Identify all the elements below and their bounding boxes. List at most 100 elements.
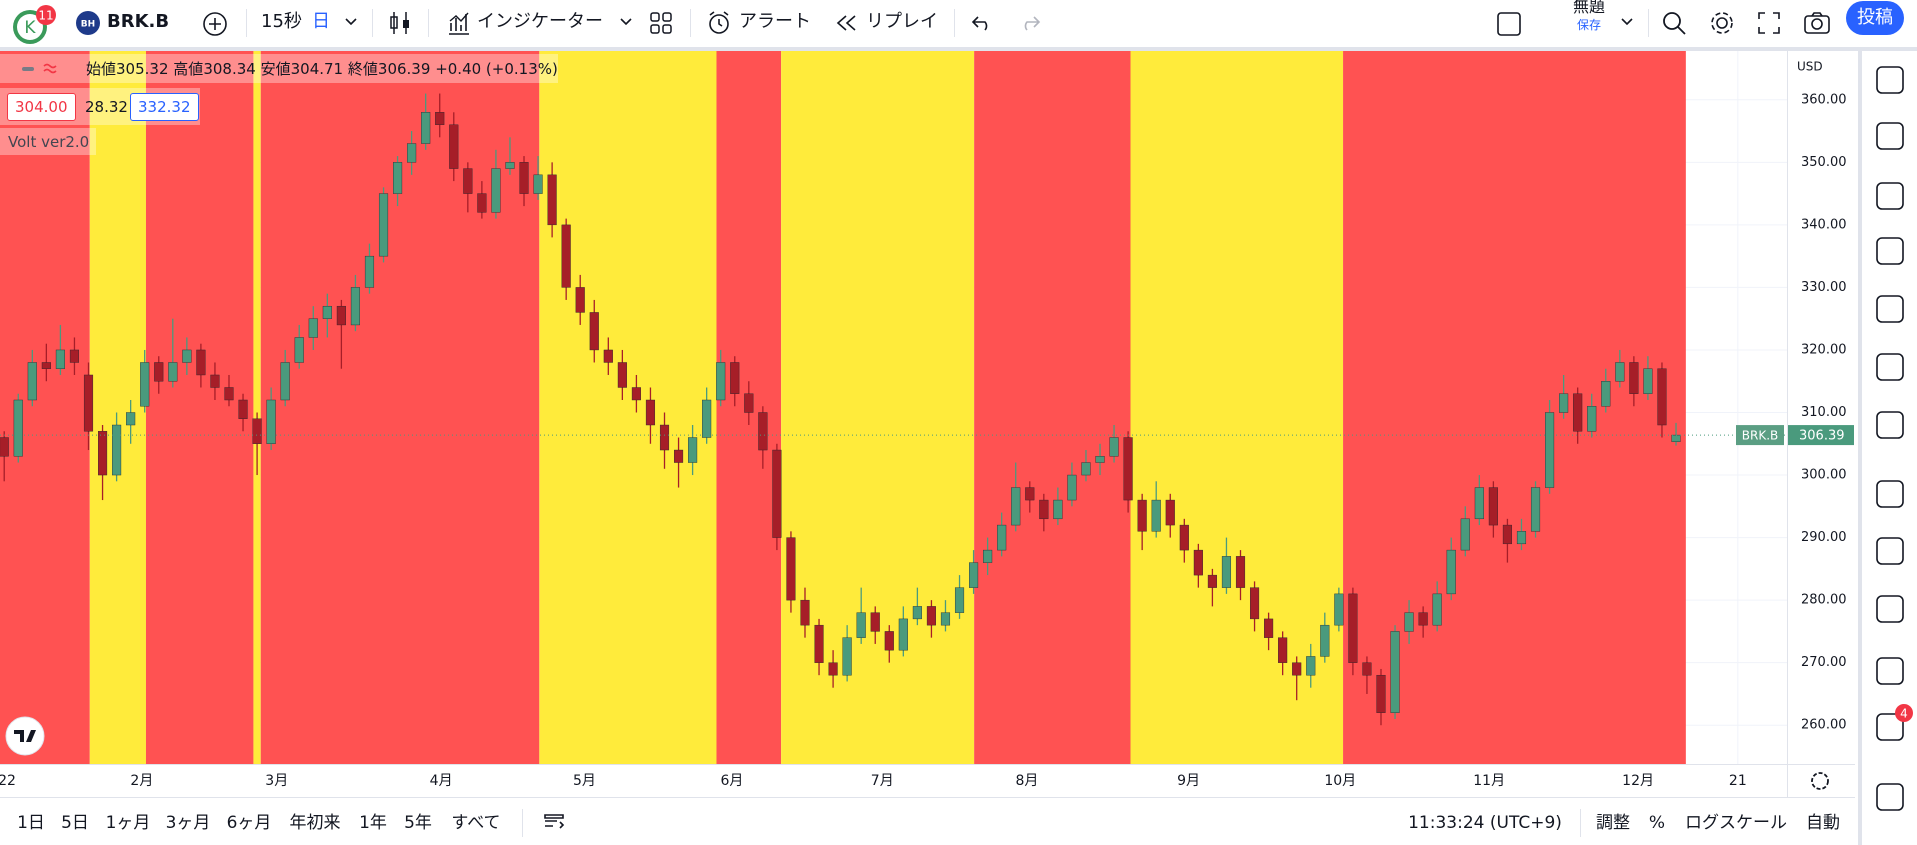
indicator-name[interactable]: Volt ver2.0 — [8, 133, 90, 151]
candle-body — [1348, 593, 1358, 663]
layout-name-group[interactable]: 無題 保存 — [1573, 0, 1606, 43]
settings-button[interactable] — [1708, 9, 1736, 37]
date-range-button[interactable] — [542, 810, 566, 834]
candle-body — [83, 374, 94, 432]
sidebar-icon[interactable] — [1876, 480, 1904, 508]
candle-body — [407, 143, 417, 163]
bottom-toolbar: 1日 5日 1ヶ月 3ヶ月 6ヶ月 年初来 1年 5年 すべて 11:33:24 (UTC+9)… — [0, 797, 1855, 845]
add-symbol-button[interactable] — [202, 11, 228, 37]
layout-name[interactable]: 無題 — [1573, 0, 1606, 16]
layout-checkbox[interactable] — [1496, 11, 1522, 37]
avatar[interactable]: K 11 — [10, 5, 60, 45]
indicator-name-row — [0, 128, 96, 155]
candle-body — [435, 112, 445, 126]
candle-body — [1151, 499, 1161, 532]
chart-type-button[interactable] — [388, 9, 412, 37]
range-button[interactable]: 1ヶ月 — [105, 813, 151, 833]
publish-button[interactable]: 投稿 — [1846, 1, 1904, 35]
range-button[interactable]: 3ヶ月 — [165, 813, 211, 833]
tradingview-logo[interactable] — [5, 716, 45, 756]
sidebar-icon[interactable] — [1876, 411, 1904, 439]
y-tick-label: 260.00 — [1801, 718, 1847, 733]
interval[interactable]: 15秒 — [261, 11, 302, 32]
candle-body — [336, 305, 346, 326]
sidebar-icon[interactable] — [1876, 713, 1904, 741]
indicators-icon[interactable] — [446, 9, 472, 37]
candle-body — [350, 287, 360, 326]
search-button[interactable] — [1661, 10, 1687, 36]
sidebar-icon[interactable] — [1876, 783, 1904, 811]
indicator-middle: 28.32 — [85, 98, 128, 116]
alert-icon[interactable] — [706, 9, 734, 37]
adjust-button[interactable]: 調整 — [1596, 813, 1630, 833]
sidebar-icon[interactable] — [1876, 237, 1904, 265]
candle-body — [1474, 487, 1484, 520]
candle-body — [617, 362, 627, 388]
range-button[interactable]: 5日 — [61, 813, 89, 833]
dropdown-caret[interactable] — [1620, 17, 1634, 27]
sidebar-icon[interactable] — [1876, 353, 1904, 381]
candle-body — [1559, 393, 1569, 413]
legend-icons[interactable] — [20, 60, 62, 78]
sidebar-icon[interactable] — [1876, 537, 1904, 565]
log-scale-button[interactable]: ログスケール — [1685, 813, 1787, 833]
sidebar-icon[interactable] — [1876, 595, 1904, 623]
x-tick-label: 6月 — [720, 773, 743, 789]
time-axis-settings[interactable] — [1811, 772, 1829, 790]
candle-body — [1502, 524, 1512, 545]
save-label[interactable]: 保存 — [1577, 18, 1602, 32]
candle-body — [533, 174, 543, 194]
candle-body — [1067, 474, 1077, 501]
y-tick-label: 330.00 — [1801, 280, 1847, 295]
separator — [372, 9, 373, 37]
range-button[interactable]: 6ヶ月 — [226, 813, 272, 833]
snapshot-button[interactable] — [1803, 10, 1831, 36]
sidebar-icon[interactable] — [1876, 122, 1904, 150]
x-tick-label: 9月 — [1177, 773, 1200, 789]
candle-body — [828, 662, 838, 676]
redo-button[interactable] — [1018, 12, 1042, 34]
replay-icon[interactable] — [835, 13, 859, 33]
candle-body — [126, 412, 136, 426]
candle-body — [1179, 524, 1189, 551]
range-button[interactable]: 1年 — [359, 813, 387, 833]
currency-label: USD — [1797, 60, 1823, 74]
fullscreen-button[interactable] — [1757, 11, 1781, 35]
separator — [428, 9, 429, 37]
indicators-button[interactable]: インジケーター — [477, 11, 603, 32]
price-chart[interactable]: USD 260.00 270.00 280.00 290.00 300.00 310.00 3… — [0, 51, 1855, 797]
candle-body — [645, 399, 656, 426]
sidebar-icon[interactable] — [1876, 657, 1904, 685]
chart-period[interactable]: 日 — [312, 11, 330, 32]
range-button[interactable]: 年初来 — [289, 813, 341, 833]
clock[interactable]: 11:33:24 (UTC+9) — [1408, 813, 1562, 833]
range-button[interactable]: 1日 — [17, 813, 45, 833]
price-axis-bg — [1787, 51, 1855, 797]
dropdown-caret[interactable] — [344, 17, 358, 27]
dropdown-caret[interactable] — [619, 17, 633, 27]
x-tick-label: 2月 — [130, 773, 153, 789]
range-button[interactable]: 5年 — [404, 813, 432, 833]
x-tick-label: 3月 — [265, 773, 288, 789]
alert-button[interactable]: アラート — [739, 11, 811, 32]
range-button[interactable]: すべて — [451, 813, 501, 833]
avatar-badge: 11 — [38, 9, 53, 23]
candle-body — [1376, 674, 1386, 713]
candle-body — [238, 399, 248, 419]
candle-body — [1095, 456, 1105, 463]
sidebar-icon[interactable] — [1876, 295, 1904, 323]
auto-button[interactable]: 自動 — [1806, 813, 1840, 833]
candle-body — [98, 431, 108, 476]
layouts-button[interactable] — [649, 11, 673, 35]
sidebar-icon[interactable] — [1876, 182, 1904, 210]
sidebar-icon[interactable] — [1876, 66, 1904, 94]
percent-button[interactable]: % — [1648, 813, 1666, 833]
replay-button[interactable]: リプレイ — [866, 11, 938, 32]
undo-button[interactable] — [970, 12, 994, 34]
candle-body — [1418, 612, 1428, 626]
candle-body — [294, 337, 304, 363]
symbol[interactable]: BRK.B — [107, 11, 170, 32]
candle-body — [786, 537, 796, 601]
candle-body — [912, 606, 922, 620]
